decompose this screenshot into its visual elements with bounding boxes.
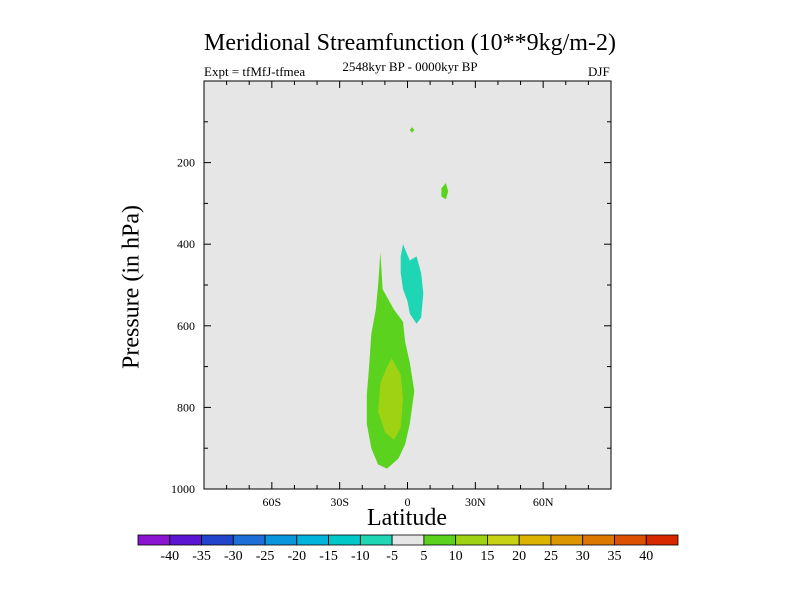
colorbar-label: -25 xyxy=(256,549,275,564)
x-tick-label: 60S xyxy=(262,495,281,509)
axis-ticks: 60S 30S 0 30N 60N 200 400 600 800 1000 xyxy=(171,81,611,509)
colorbar-label: 15 xyxy=(480,549,494,564)
colorbar-label: -5 xyxy=(386,549,398,564)
colorbar-swatch xyxy=(391,534,425,546)
colorbar-label: 35 xyxy=(607,549,621,564)
colorbar-swatch xyxy=(423,534,457,546)
colorbar-swatch xyxy=(487,534,520,546)
colorbar-label: 30 xyxy=(576,549,590,564)
colorbar-swatch xyxy=(328,534,361,546)
x-axis-label: Latitude xyxy=(367,505,447,531)
colorbar-label: 40 xyxy=(639,549,653,564)
season-label: DJF xyxy=(588,64,610,79)
colorbar-swatch xyxy=(582,534,615,546)
x-tick-label: 30S xyxy=(330,495,349,509)
y-tick-label: 1000 xyxy=(171,482,195,496)
colorbar-label: -20 xyxy=(287,549,306,564)
colorbar-swatch xyxy=(455,534,488,546)
colorbar-label: 20 xyxy=(512,549,526,564)
colorbar-swatch xyxy=(137,534,171,546)
colorbar-label: 25 xyxy=(544,549,558,564)
colorbar-label: 10 xyxy=(449,549,463,564)
colorbar-label: -30 xyxy=(224,549,243,564)
colorbar-label: -35 xyxy=(192,549,211,564)
colorbar-label: -10 xyxy=(351,549,370,564)
colorbar-label: -40 xyxy=(160,549,179,564)
x-tick-label: 30N xyxy=(465,495,486,509)
colorbar-swatch xyxy=(645,534,679,546)
x-tick-label: 0 xyxy=(405,495,411,509)
colorbar-swatch xyxy=(518,534,552,546)
colorbar-swatch xyxy=(296,534,329,546)
colorbar-swatch xyxy=(264,534,298,546)
period-label: 2548kyr BP - 0000kyr BP xyxy=(342,59,478,74)
experiment-label: Expt = tfMfJ-tfmea xyxy=(204,64,306,79)
colorbar-swatch xyxy=(614,534,647,546)
y-tick-label: 400 xyxy=(177,237,195,251)
contour-region xyxy=(400,244,424,324)
colorbar-swatch xyxy=(169,534,202,546)
colorbar-swatch xyxy=(359,534,393,546)
x-tick-label: 60N xyxy=(533,495,554,509)
colorbar-label: 5 xyxy=(420,549,427,564)
contour-region xyxy=(441,183,449,200)
contour-region xyxy=(378,358,403,440)
colorbar-swatch xyxy=(201,534,234,546)
contour-region xyxy=(409,127,415,133)
colorbar-swatch xyxy=(232,534,266,546)
contour-regions xyxy=(366,127,449,469)
colorbar-swatch xyxy=(550,534,584,546)
colorbar: -40 -35 -30 -25 -20 -15 -10 -5 5 10 15 20 25 30 35 40 xyxy=(137,534,679,564)
chart-title: Meridional Streamfunction (10**9kg/m-2) xyxy=(204,30,616,56)
colorbar-label: -15 xyxy=(319,549,338,564)
y-tick-label: 800 xyxy=(177,400,195,414)
y-tick-label: 600 xyxy=(177,319,195,333)
y-tick-label: 200 xyxy=(177,156,195,170)
